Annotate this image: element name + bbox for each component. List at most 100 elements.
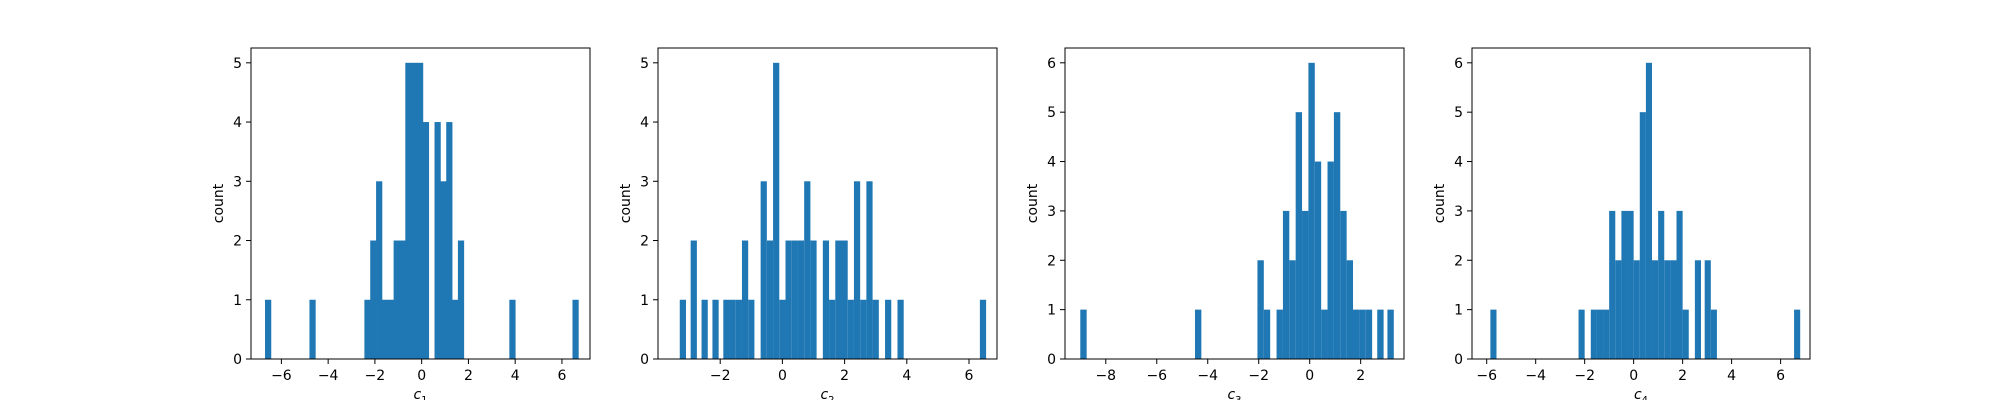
histogram-bar (1282, 210, 1290, 359)
y-tick-label: 4 (640, 115, 649, 131)
y-tick-label: 5 (233, 56, 242, 72)
histogram-bar (785, 240, 792, 359)
histogram-bar (1682, 309, 1689, 359)
histogram-bar (1321, 309, 1328, 359)
histogram-bar (411, 62, 418, 360)
x-tick-label: −4 (318, 368, 339, 384)
x-tick-label: 0 (417, 368, 426, 384)
histogram-bar (1377, 309, 1384, 359)
x-tick-label: 2 (1356, 368, 1365, 384)
histogram-bar (1639, 112, 1646, 359)
y-tick-label: 3 (640, 174, 649, 190)
y-axis-label: count (618, 183, 634, 223)
histogram-bar (741, 240, 749, 359)
histogram-bar (1263, 309, 1271, 359)
histogram-bar (1333, 112, 1341, 359)
histogram-bar (452, 299, 459, 359)
x-tick-label: −8 (1095, 368, 1116, 384)
histogram-bar (1603, 309, 1610, 359)
histogram-bar (872, 299, 879, 359)
histogram-bar (1359, 309, 1366, 359)
histogram-bar (1289, 260, 1296, 359)
histogram-bar (1652, 260, 1659, 359)
y-tick-label: 5 (1047, 105, 1056, 121)
y-tick-label: 4 (1454, 155, 1463, 171)
x-tick-label: 6 (557, 368, 566, 384)
histogram-bar (1490, 309, 1497, 359)
histogram-bar (1664, 260, 1671, 359)
histogram-bar (701, 299, 708, 359)
plot-frame (1064, 47, 1405, 360)
histogram-bar (1314, 161, 1322, 359)
histogram-bar (1578, 309, 1585, 359)
y-tick-label: 1 (640, 293, 649, 309)
histogram-bar (393, 240, 400, 359)
histogram-bar (1596, 309, 1604, 359)
histogram-bar (729, 299, 736, 359)
y-tick-label: 6 (1047, 56, 1056, 72)
histogram-bar (679, 299, 686, 359)
y-tick-label: 0 (1454, 352, 1463, 368)
histogram-bar (572, 299, 579, 359)
histogram-bar (791, 240, 798, 359)
y-tick-label: 2 (233, 234, 242, 250)
histogram-bar (1590, 309, 1597, 359)
histogram-bar (735, 299, 742, 359)
histogram-bar (1676, 210, 1683, 359)
histogram-bar (446, 122, 453, 359)
plot-frame (250, 47, 591, 360)
x-axis-label: c1 (413, 387, 427, 400)
histogram-bar (712, 299, 719, 359)
x-tick-label: −4 (1197, 368, 1218, 384)
histogram-bar (1794, 309, 1801, 359)
x-tick-label: 0 (1305, 368, 1314, 384)
y-tick-label: 1 (1454, 303, 1463, 319)
histogram-bar (748, 299, 755, 359)
histogram-panel-c1: −6 −4 −2 0 2 4 6 0 1 2 3 4 5 c1 count (211, 47, 591, 400)
histogram-bar (822, 240, 830, 359)
x-tick-label: −2 (365, 368, 386, 384)
histogram-bar (773, 62, 780, 360)
x-tick-label: 4 (1727, 368, 1736, 384)
x-axis-label: c4 (1634, 387, 1648, 400)
histogram-bar (841, 240, 848, 359)
y-axis-label: count (1025, 183, 1041, 223)
x-tick-label: −6 (1146, 368, 1167, 384)
x-tick-label: −6 (271, 368, 292, 384)
y-axis-label: count (1432, 183, 1448, 223)
histogram-bar (1340, 210, 1347, 359)
histogram-bar (1276, 309, 1283, 359)
y-tick-label: 2 (1047, 253, 1056, 269)
histogram-bar (1710, 309, 1717, 359)
histogram-bar (885, 299, 892, 359)
histogram-bar (381, 299, 389, 359)
y-tick-label: 1 (1047, 303, 1056, 319)
histogram-bar (509, 299, 516, 359)
histogram-bar (1670, 260, 1677, 359)
y-tick-label: 0 (233, 352, 242, 368)
histogram-bar (1615, 260, 1622, 359)
histogram-bar (810, 240, 817, 359)
x-tick-label: 2 (840, 368, 849, 384)
histogram-bar (1080, 309, 1087, 359)
histogram-bar (1627, 210, 1634, 359)
histogram-bar (1353, 309, 1360, 359)
y-tick-label: 2 (640, 234, 649, 250)
x-tick-label: 4 (902, 368, 911, 384)
histogram-bar (866, 181, 873, 359)
x-tick-label: −4 (1525, 368, 1546, 384)
x-tick-label: 2 (1678, 368, 1687, 384)
x-tick-label: 6 (1776, 368, 1785, 384)
histogram-bar (860, 299, 867, 359)
histogram-bar (760, 181, 767, 359)
histogram-bar (1194, 309, 1202, 359)
y-tick-label: 0 (640, 352, 649, 368)
x-tick-label: 0 (778, 368, 787, 384)
histogram-bar (1295, 112, 1303, 359)
histogram-bar (829, 299, 836, 359)
x-tick-label: 4 (511, 368, 520, 384)
x-axis-label: c2 (820, 387, 834, 400)
histogram-bar (804, 181, 811, 359)
histogram-bar (897, 299, 904, 359)
